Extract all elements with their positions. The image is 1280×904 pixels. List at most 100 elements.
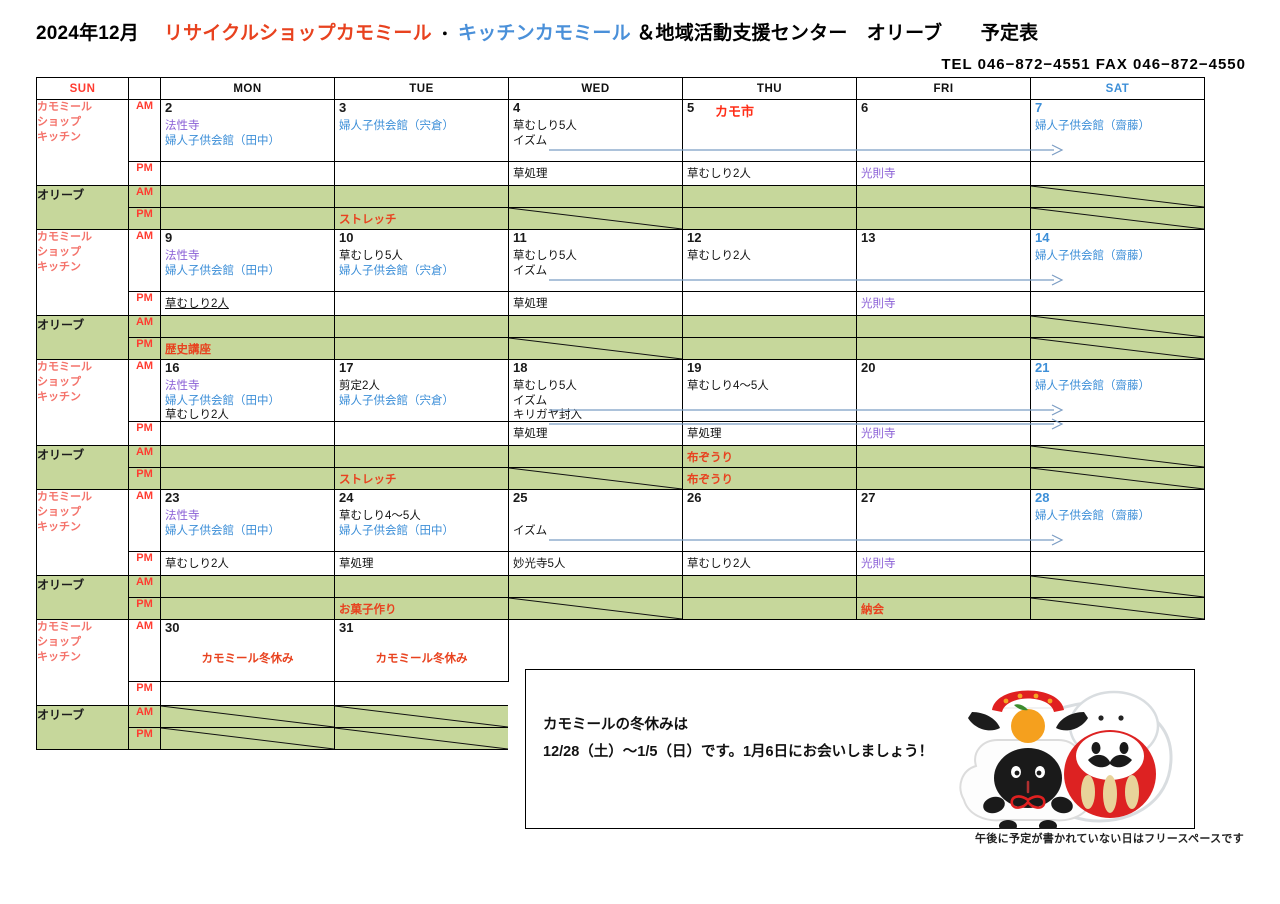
- olive-cell-pm[interactable]: 納会: [856, 597, 1031, 620]
- day-cell-pm[interactable]: [682, 291, 857, 316]
- day-cell-am[interactable]: 31 カモミール冬休み: [334, 619, 509, 682]
- olive-cell-am[interactable]: [682, 575, 857, 598]
- olive-cell-am[interactable]: [856, 185, 1031, 208]
- olive-cell-am[interactable]: [1030, 315, 1205, 338]
- day-cell-am[interactable]: 2 法性寺 婦人子供会館（田中）: [160, 99, 335, 162]
- olive-cell-pm[interactable]: [1030, 467, 1205, 490]
- day-cell-am[interactable]: 26: [682, 489, 857, 552]
- day-cell-pm[interactable]: [1030, 161, 1205, 186]
- olive-cell-pm[interactable]: [508, 597, 683, 620]
- day-cell-am[interactable]: 17 剪定2人 婦人子供会館（宍倉）: [334, 359, 509, 422]
- olive-cell-am[interactable]: [334, 315, 509, 338]
- olive-cell-pm[interactable]: [160, 727, 335, 750]
- olive-cell-pm[interactable]: [334, 727, 509, 750]
- olive-cell-pm[interactable]: [160, 467, 335, 490]
- day-cell-am[interactable]: 5 カモ市: [682, 99, 857, 162]
- day-cell-pm[interactable]: [1030, 421, 1205, 446]
- olive-cell-pm[interactable]: [856, 337, 1031, 360]
- olive-cell-am[interactable]: [1030, 445, 1205, 468]
- day-cell-pm[interactable]: 草処理: [682, 421, 857, 446]
- day-cell-am[interactable]: 24 草むしり4〜5人 婦人子供会館（田中）: [334, 489, 509, 552]
- olive-cell-pm[interactable]: [508, 207, 683, 230]
- olive-cell-am[interactable]: [682, 185, 857, 208]
- olive-cell-am[interactable]: [334, 705, 509, 728]
- day-cell-am[interactable]: 18 草むしり5人 イズム キリガヤ封入: [508, 359, 1064, 430]
- olive-cell-am[interactable]: [160, 705, 335, 728]
- olive-cell-am[interactable]: [682, 315, 857, 338]
- day-cell-pm[interactable]: 草むしり2人: [160, 551, 335, 576]
- olive-cell-am[interactable]: [856, 575, 1031, 598]
- olive-cell-am[interactable]: [856, 315, 1031, 338]
- day-cell-pm[interactable]: [160, 681, 335, 706]
- day-cell-pm[interactable]: 草処理: [334, 551, 509, 576]
- olive-cell-pm[interactable]: [856, 467, 1031, 490]
- olive-cell-pm[interactable]: ストレッチ: [334, 207, 509, 230]
- olive-cell-pm[interactable]: [160, 207, 335, 230]
- olive-cell-pm[interactable]: 布ぞうり: [682, 467, 857, 490]
- day-cell-am[interactable]: 6: [856, 99, 1031, 162]
- day-cell-am[interactable]: 7 婦人子供会館（齋藤）: [1030, 99, 1205, 162]
- day-cell-am[interactable]: 12 草むしり2人: [682, 229, 857, 292]
- olive-cell-pm[interactable]: [682, 207, 857, 230]
- day-cell-am[interactable]: 19 草むしり4〜5人: [682, 359, 857, 422]
- olive-cell-pm[interactable]: [160, 597, 335, 620]
- day-cell-am[interactable]: 21 婦人子供会館（齋藤）: [1030, 359, 1205, 422]
- olive-cell-pm[interactable]: [1030, 207, 1205, 230]
- olive-cell-am[interactable]: [334, 445, 509, 468]
- olive-cell-pm[interactable]: [682, 337, 857, 360]
- day-cell-pm[interactable]: 光則寺: [856, 551, 1031, 576]
- day-cell-pm[interactable]: 草処理: [508, 421, 683, 446]
- day-cell-pm[interactable]: 草処理: [508, 291, 683, 316]
- day-cell-am[interactable]: 16 法性寺 婦人子供会館（田中） 草むしり2人: [160, 359, 335, 422]
- olive-cell-am[interactable]: [334, 185, 509, 208]
- day-cell-am[interactable]: 20: [856, 359, 1031, 422]
- day-cell-am[interactable]: 25 イズム: [508, 489, 1064, 552]
- day-cell-pm[interactable]: [1030, 291, 1205, 316]
- day-cell-am[interactable]: 3 婦人子供会館（宍倉）: [334, 99, 509, 162]
- olive-cell-am[interactable]: [160, 185, 335, 208]
- day-cell-pm[interactable]: 光則寺: [856, 291, 1031, 316]
- olive-cell-am[interactable]: [856, 445, 1031, 468]
- olive-cell-pm[interactable]: [856, 207, 1031, 230]
- olive-cell-pm[interactable]: [1030, 597, 1205, 620]
- day-cell-am[interactable]: 23 法性寺 婦人子供会館（田中）: [160, 489, 335, 552]
- day-cell-am[interactable]: 10 草むしり5人 婦人子供会館（宍倉）: [334, 229, 509, 292]
- day-cell-pm[interactable]: [334, 421, 509, 446]
- day-cell-pm[interactable]: [160, 421, 335, 446]
- olive-cell-pm[interactable]: お菓子作り: [334, 597, 509, 620]
- day-cell-am[interactable]: 27: [856, 489, 1031, 552]
- olive-cell-pm[interactable]: 歴史講座: [160, 337, 335, 360]
- olive-cell-am[interactable]: [508, 315, 683, 338]
- day-cell-pm[interactable]: [160, 161, 335, 186]
- day-cell-pm[interactable]: 草むしり2人: [682, 551, 857, 576]
- day-cell-pm[interactable]: 光則寺: [856, 421, 1031, 446]
- olive-cell-am[interactable]: [160, 575, 335, 598]
- olive-cell-pm[interactable]: [508, 337, 683, 360]
- olive-cell-pm[interactable]: [334, 337, 509, 360]
- day-cell-am[interactable]: 11 草むしり5人 イズム: [508, 229, 1064, 292]
- olive-cell-pm[interactable]: [1030, 337, 1205, 360]
- day-cell-am[interactable]: 13: [856, 229, 1031, 292]
- day-cell-am[interactable]: 28 婦人子供会館（齋藤）: [1030, 489, 1205, 552]
- olive-cell-am[interactable]: [160, 445, 335, 468]
- olive-cell-pm[interactable]: [682, 597, 857, 620]
- day-cell-pm[interactable]: [334, 291, 509, 316]
- olive-cell-am[interactable]: [1030, 575, 1205, 598]
- day-cell-am[interactable]: 4 草むしり5人 イズム: [508, 99, 1064, 162]
- olive-cell-am[interactable]: [334, 575, 509, 598]
- day-cell-pm[interactable]: [334, 161, 509, 186]
- olive-cell-am[interactable]: [1030, 185, 1205, 208]
- olive-cell-pm[interactable]: [508, 467, 683, 490]
- day-cell-pm[interactable]: 光則寺: [856, 161, 1031, 186]
- day-cell-am[interactable]: 9 法性寺 婦人子供会館（田中）: [160, 229, 335, 292]
- day-cell-pm[interactable]: 妙光寺5人: [508, 551, 683, 576]
- day-cell-pm[interactable]: [334, 681, 509, 706]
- olive-cell-am[interactable]: [508, 445, 683, 468]
- day-cell-pm[interactable]: [1030, 551, 1205, 576]
- olive-cell-am[interactable]: 布ぞうり: [682, 445, 857, 468]
- day-cell-am[interactable]: 30 カモミール冬休み: [160, 619, 335, 682]
- day-cell-pm[interactable]: 草むしり2人: [160, 291, 335, 316]
- olive-cell-pm[interactable]: ストレッチ: [334, 467, 509, 490]
- day-cell-pm[interactable]: 草処理: [508, 161, 683, 186]
- olive-cell-am[interactable]: [160, 315, 335, 338]
